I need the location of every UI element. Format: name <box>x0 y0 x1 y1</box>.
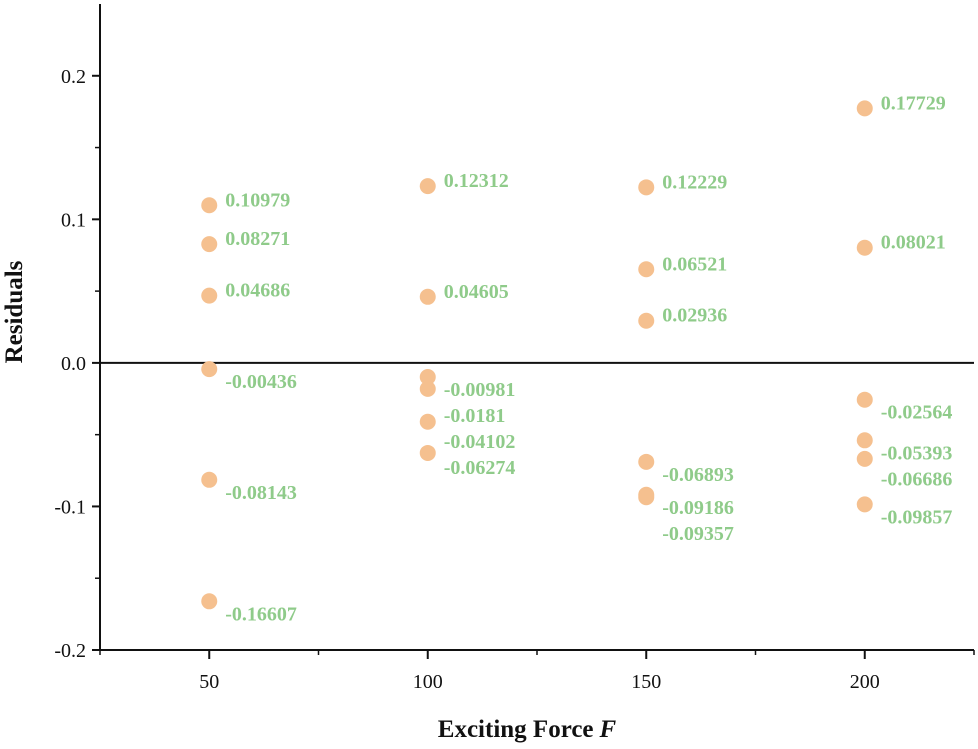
data-label: -0.08143 <box>225 482 297 504</box>
data-point <box>201 197 218 214</box>
data-point <box>419 413 436 430</box>
data-point <box>419 178 436 195</box>
data-point <box>201 361 218 378</box>
data-label: -0.02564 <box>881 402 953 424</box>
data-point <box>856 450 873 467</box>
axes <box>99 4 974 651</box>
data-label: -0.09857 <box>881 506 953 528</box>
y-tick-label: -0.2 <box>54 640 86 662</box>
data-point <box>856 496 873 513</box>
data-label: -0.06274 <box>444 457 516 479</box>
data-label: 0.02936 <box>662 305 727 327</box>
data-label: 0.08021 <box>881 232 946 254</box>
data-label: 0.04605 <box>444 281 509 303</box>
data-label: -0.00981 <box>444 379 516 401</box>
data-label: -0.09186 <box>662 497 734 519</box>
data-label: -0.04102 <box>444 431 516 453</box>
data-label: -0.09357 <box>662 523 734 545</box>
data-label: 0.12229 <box>662 171 727 193</box>
data-point <box>638 453 655 470</box>
data-labels: 0.10979 0.08271 0.04686 -0.00436 -0.08143 -0.… <box>225 92 952 625</box>
x-tick-label: 200 <box>850 671 880 693</box>
data-points <box>201 100 873 610</box>
data-label: -0.06893 <box>662 464 734 486</box>
data-label: -0.05393 <box>881 442 953 464</box>
data-label: -0.00436 <box>225 371 297 393</box>
data-label: 0.08271 <box>225 228 290 250</box>
x-tick-label: 100 <box>413 671 443 693</box>
x-axis-variable: F <box>599 716 617 743</box>
data-point <box>419 380 436 397</box>
x-axis-title: Exciting Force F <box>438 716 617 743</box>
ticks: 0.2 0.1 0.0 -0.1 -0.2 50 100 150 200 <box>54 66 975 693</box>
data-label: 0.17729 <box>881 92 946 114</box>
y-axis-title: Residuals <box>1 260 28 363</box>
data-label: 0.06521 <box>662 253 727 275</box>
y-tick-label: -0.1 <box>54 496 86 518</box>
data-point <box>638 261 655 278</box>
data-point <box>856 391 873 408</box>
data-label: 0.12312 <box>444 170 509 192</box>
data-point <box>638 179 655 196</box>
data-point <box>201 593 218 610</box>
data-point <box>419 288 436 305</box>
y-tick-label: 0.2 <box>61 66 86 88</box>
data-point <box>856 100 873 117</box>
data-label: 0.10979 <box>225 189 290 211</box>
data-point <box>638 312 655 329</box>
data-label: -0.06686 <box>881 468 953 490</box>
x-tick-label: 50 <box>199 671 219 693</box>
data-point <box>201 287 218 304</box>
x-tick-label: 150 <box>631 671 661 693</box>
data-point <box>201 471 218 488</box>
data-label: -0.0181 <box>444 405 506 427</box>
y-tick-label: 0.1 <box>61 209 86 231</box>
data-point <box>201 236 218 253</box>
x-axis-title-text: Exciting Force <box>438 716 594 743</box>
data-point <box>419 368 436 385</box>
data-point <box>856 432 873 449</box>
data-point <box>638 489 655 506</box>
data-label: -0.16607 <box>225 603 297 625</box>
data-label: 0.04686 <box>225 280 290 302</box>
data-point <box>419 444 436 461</box>
y-tick-label: 0.0 <box>61 353 86 375</box>
data-point <box>856 239 873 256</box>
